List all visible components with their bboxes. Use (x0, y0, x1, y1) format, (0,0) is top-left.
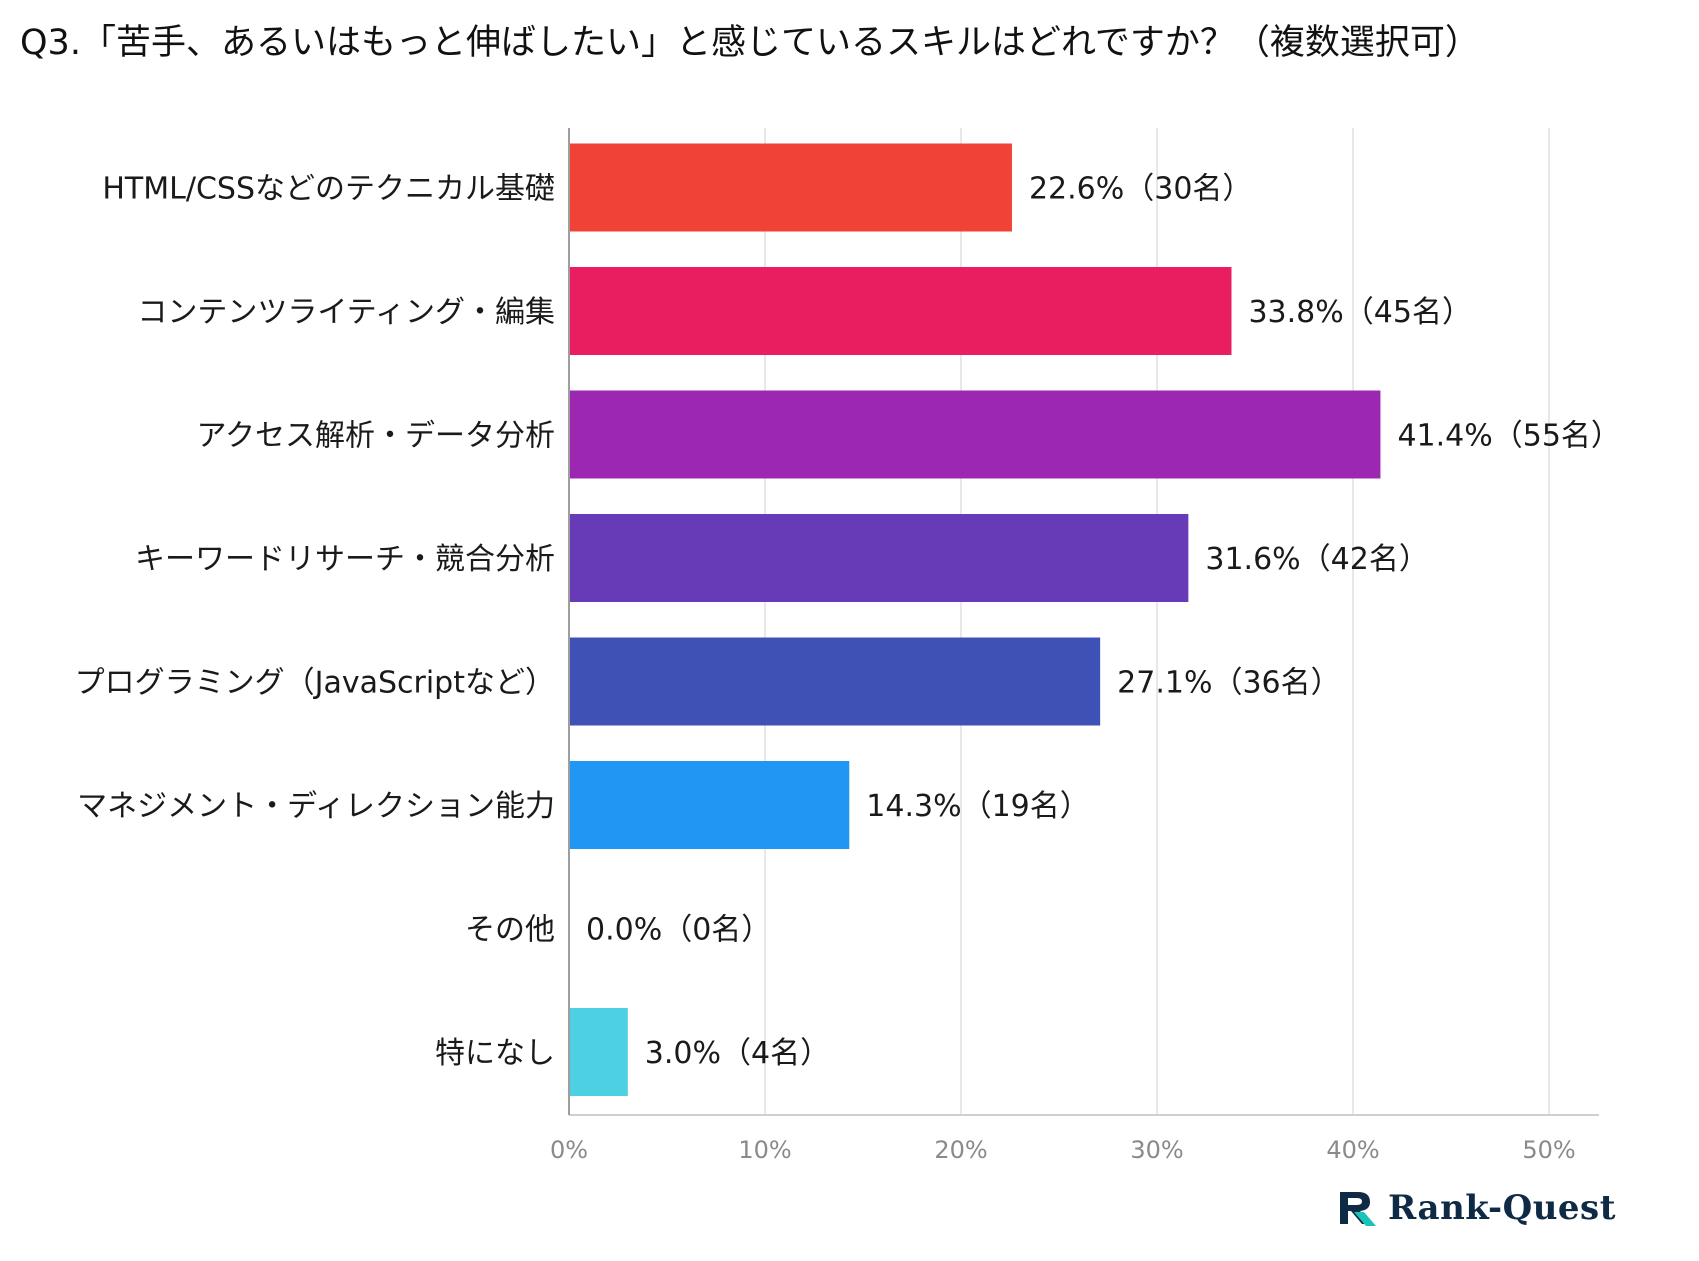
data-label: 27.1%（36名） (1117, 666, 1340, 701)
x-tick-label: 0% (550, 1136, 588, 1164)
x-tick-label: 10% (738, 1136, 791, 1164)
bar (569, 637, 1101, 726)
category-label: マネジメント・ディレクション能力 (77, 789, 555, 824)
bar (569, 514, 1189, 602)
category-label: プログラミング（JavaScriptなど） (75, 666, 555, 701)
rank-quest-logo-icon (1340, 1192, 1376, 1226)
category-label: HTML/CSSなどのテクニカル基礎 (102, 172, 555, 207)
category-label: 特になし (435, 1036, 555, 1071)
bar (569, 267, 1232, 355)
data-label: 31.6%（42名） (1205, 542, 1428, 577)
x-tick-label: 20% (934, 1136, 987, 1164)
category-label: その他 (465, 913, 555, 948)
category-label: キーワードリサーチ・競合分析 (135, 542, 555, 577)
data-label: 0.0%（0名） (586, 913, 771, 948)
category-label: コンテンツライティング・編集 (137, 295, 555, 330)
chart-title: Q3.「苦手、あるいはもっと伸ばしたい」と感じているスキルはどれですか？（複数選… (20, 23, 1480, 63)
brand-logo: Rank-Quest (1336, 1188, 1616, 1228)
data-label: 22.6%（30名） (1029, 172, 1252, 207)
data-label: 3.0%（4名） (645, 1036, 830, 1071)
bar (569, 143, 1012, 232)
category-label: アクセス解析・データ分析 (197, 419, 556, 454)
x-tick-label: 40% (1326, 1136, 1379, 1164)
x-tick-label: 50% (1522, 1136, 1575, 1164)
bar (569, 390, 1381, 479)
bar (569, 1008, 628, 1096)
x-tick-label: 30% (1130, 1136, 1183, 1164)
data-label: 14.3%（19名） (866, 789, 1089, 824)
data-label: 41.4%（55名） (1397, 419, 1620, 454)
bar (569, 761, 850, 849)
logo-text: Rank-Quest (1388, 1188, 1616, 1228)
data-label: 33.8%（45名） (1248, 295, 1471, 330)
